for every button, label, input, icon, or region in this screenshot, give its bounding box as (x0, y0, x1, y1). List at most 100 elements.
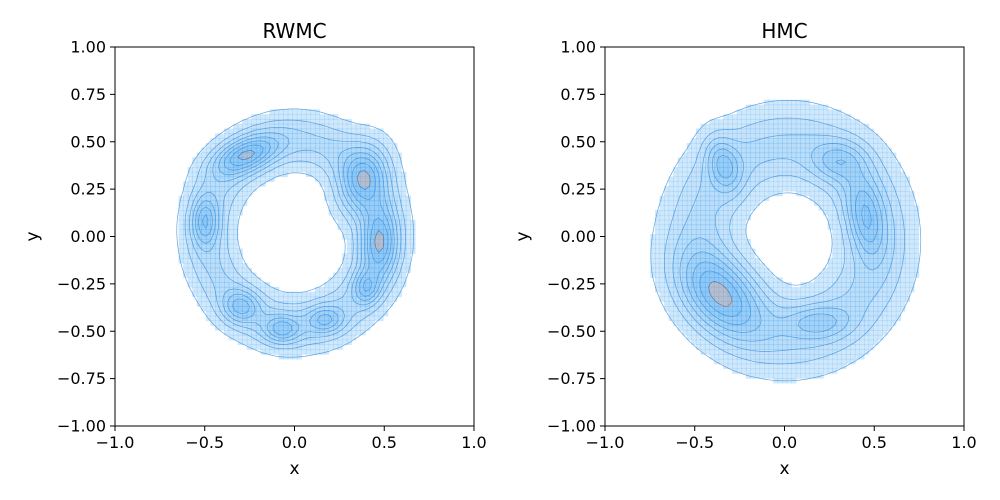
y-tick-label: −0.50 (547, 322, 596, 341)
density-cell (727, 243, 733, 250)
density-cell (287, 306, 293, 312)
density-cell (754, 262, 761, 269)
density-cell (818, 162, 824, 168)
density-cell (750, 190, 756, 197)
density-cell (777, 176, 783, 182)
density-cell (392, 190, 398, 197)
density-cell (342, 190, 348, 197)
density-cell (877, 296, 883, 302)
density-cell (205, 253, 212, 259)
density-cell (823, 320, 829, 326)
density-cell (714, 339, 720, 346)
density-cell (882, 258, 888, 264)
density-cell (328, 176, 334, 182)
density-cell (333, 157, 339, 163)
density-cell (709, 291, 715, 298)
density-cell (374, 248, 380, 254)
density-cell (895, 272, 901, 278)
density-cell (768, 186, 774, 192)
density-cell (832, 306, 838, 312)
density-cell (668, 214, 674, 221)
density-cell (727, 262, 733, 269)
density-cell (768, 368, 774, 374)
density-cell (745, 272, 752, 278)
density-cell (233, 262, 239, 269)
density-cell (677, 190, 683, 197)
density-cell (818, 109, 824, 115)
density-cell (736, 214, 742, 221)
density-cell (709, 200, 715, 206)
density-cell (773, 99, 779, 106)
density-cell (369, 291, 375, 298)
density-cell (342, 171, 348, 178)
density-cell (274, 349, 280, 355)
density-cell (814, 339, 820, 346)
density-cell (864, 152, 870, 158)
density-cell (768, 152, 774, 158)
density-cell (882, 152, 888, 158)
density-cell (877, 224, 883, 230)
density-cell (342, 166, 348, 173)
density-cell (736, 363, 742, 370)
density-cell (704, 267, 711, 274)
density-cell (886, 248, 892, 254)
density-cell (686, 219, 692, 226)
density-cell (877, 200, 883, 206)
density-cell (877, 306, 883, 312)
density-cell (695, 344, 702, 350)
density-cell (333, 118, 339, 125)
density-cell (850, 262, 856, 269)
density-cell (827, 190, 833, 197)
y-tick-label: 1.00 (560, 38, 596, 57)
density-cell (255, 315, 262, 322)
density-cell (355, 152, 361, 158)
density-cell (850, 190, 856, 197)
density-cell (319, 315, 325, 322)
density-cell (677, 325, 683, 331)
density-cell (210, 253, 216, 259)
density-cell (864, 234, 870, 240)
density-cell (854, 152, 861, 158)
density-cell (255, 339, 262, 346)
density-cell (854, 282, 861, 288)
density-cell (814, 162, 820, 168)
density-cell (814, 354, 820, 360)
y-tick-label: −0.50 (57, 322, 106, 341)
density-cell (895, 190, 901, 197)
density-cell (659, 238, 665, 245)
density-cell (677, 243, 683, 250)
density-cell (205, 291, 212, 298)
density-cell (387, 166, 393, 173)
density-cell (850, 162, 856, 168)
density-cell (809, 330, 815, 336)
density-cell (214, 190, 221, 197)
density-cell (301, 133, 307, 139)
density-cell (342, 272, 348, 278)
density-cell (287, 310, 293, 317)
density-cell (782, 286, 788, 293)
density-cell (392, 291, 398, 298)
density-cell (360, 325, 366, 331)
density-cell (773, 114, 779, 120)
density-cell (396, 166, 402, 173)
density-cell (260, 301, 266, 307)
density-cell (196, 157, 202, 163)
density-cell (360, 214, 366, 221)
density-cell (673, 286, 679, 293)
density-cell (827, 277, 833, 283)
density-cell (818, 138, 824, 144)
density-cell (364, 166, 371, 173)
density-cell (845, 166, 851, 173)
density-cell (727, 296, 733, 302)
density-cell (383, 291, 389, 298)
density-cell (682, 272, 688, 278)
density-cell (750, 195, 756, 202)
density-cell (782, 306, 788, 312)
density-cell (324, 325, 330, 331)
density-cell (668, 306, 674, 312)
density-cell (305, 306, 311, 312)
density-cell (773, 320, 779, 326)
density-cell (355, 210, 361, 216)
density-cell (836, 248, 842, 254)
density-cell (237, 301, 243, 307)
